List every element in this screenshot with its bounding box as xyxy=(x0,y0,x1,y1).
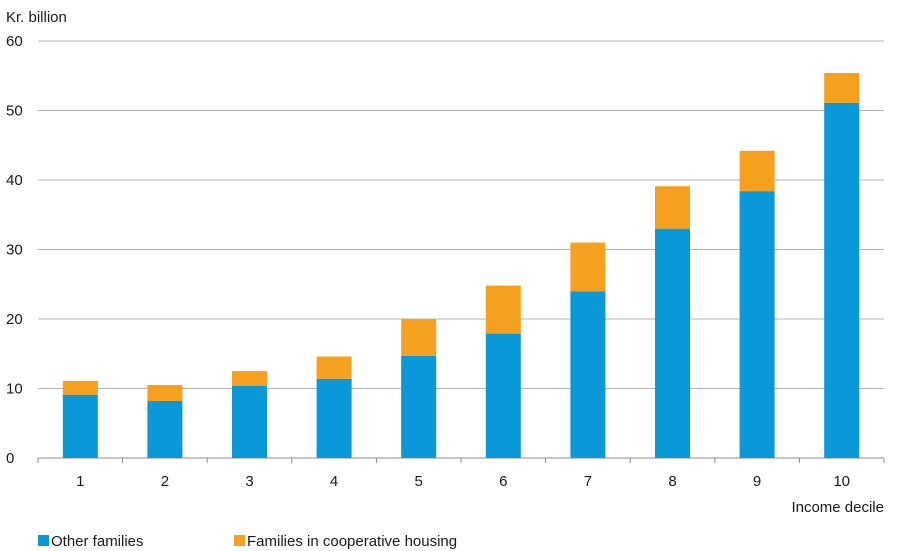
bar-cooperative-housing xyxy=(485,285,521,334)
legend-swatch xyxy=(234,535,245,546)
bar-cooperative-housing xyxy=(147,385,183,402)
y-tick-label: 60 xyxy=(6,33,23,50)
x-tick-label: 7 xyxy=(584,473,592,490)
bar-cooperative-housing xyxy=(570,242,606,292)
y-tick-label: 50 xyxy=(6,103,23,120)
y-tick-label: 0 xyxy=(6,450,14,467)
bar-cooperative-housing xyxy=(824,72,860,103)
bar-other-families xyxy=(824,102,860,458)
bar-cooperative-housing xyxy=(316,356,352,379)
x-tick-labels: 1 2 3 4 5 6 7 8 9 10 xyxy=(37,458,885,490)
bar-other-families xyxy=(655,228,690,458)
x-tick-label: 5 xyxy=(415,473,423,490)
legend: Other families Families in cooperative ho… xyxy=(38,533,457,550)
legend-swatch xyxy=(38,535,49,546)
legend-label: Other families xyxy=(51,533,144,550)
bar-cooperative-housing xyxy=(655,186,690,229)
y-tick-label: 10 xyxy=(6,381,23,398)
bars xyxy=(62,72,860,458)
x-tick-label: 9 xyxy=(753,473,761,490)
x-tick-label: 3 xyxy=(245,473,253,490)
x-tick-label: 8 xyxy=(668,473,676,490)
bar-cooperative-housing xyxy=(232,371,267,386)
bar-cooperative-housing xyxy=(62,380,98,395)
bar-other-families xyxy=(739,191,775,458)
y-tick-label: 30 xyxy=(6,242,23,259)
bar-other-families xyxy=(232,385,267,458)
y-tick-labels: 0 10 20 30 40 50 60 xyxy=(6,33,23,467)
bar-other-families xyxy=(62,394,98,458)
bar-other-families xyxy=(485,333,521,458)
x-tick-label: 2 xyxy=(161,473,169,490)
bar-other-families xyxy=(570,291,606,458)
x-tick-label: 6 xyxy=(499,473,507,490)
x-tick-label: 4 xyxy=(330,473,338,490)
x-axis-label: Income decile xyxy=(791,499,884,516)
bar-other-families xyxy=(147,401,183,458)
bar-other-families xyxy=(316,378,352,458)
y-tick-label: 20 xyxy=(6,311,23,328)
legend-label: Families in cooperative housing xyxy=(247,533,457,550)
x-tick-label: 1 xyxy=(76,473,84,490)
y-axis-label: Kr. billion xyxy=(6,9,67,26)
bar-cooperative-housing xyxy=(401,319,437,356)
bar-other-families xyxy=(401,355,437,458)
x-tick-label: 10 xyxy=(833,473,850,490)
bar-cooperative-housing xyxy=(739,150,775,192)
y-tick-label: 40 xyxy=(6,172,23,189)
